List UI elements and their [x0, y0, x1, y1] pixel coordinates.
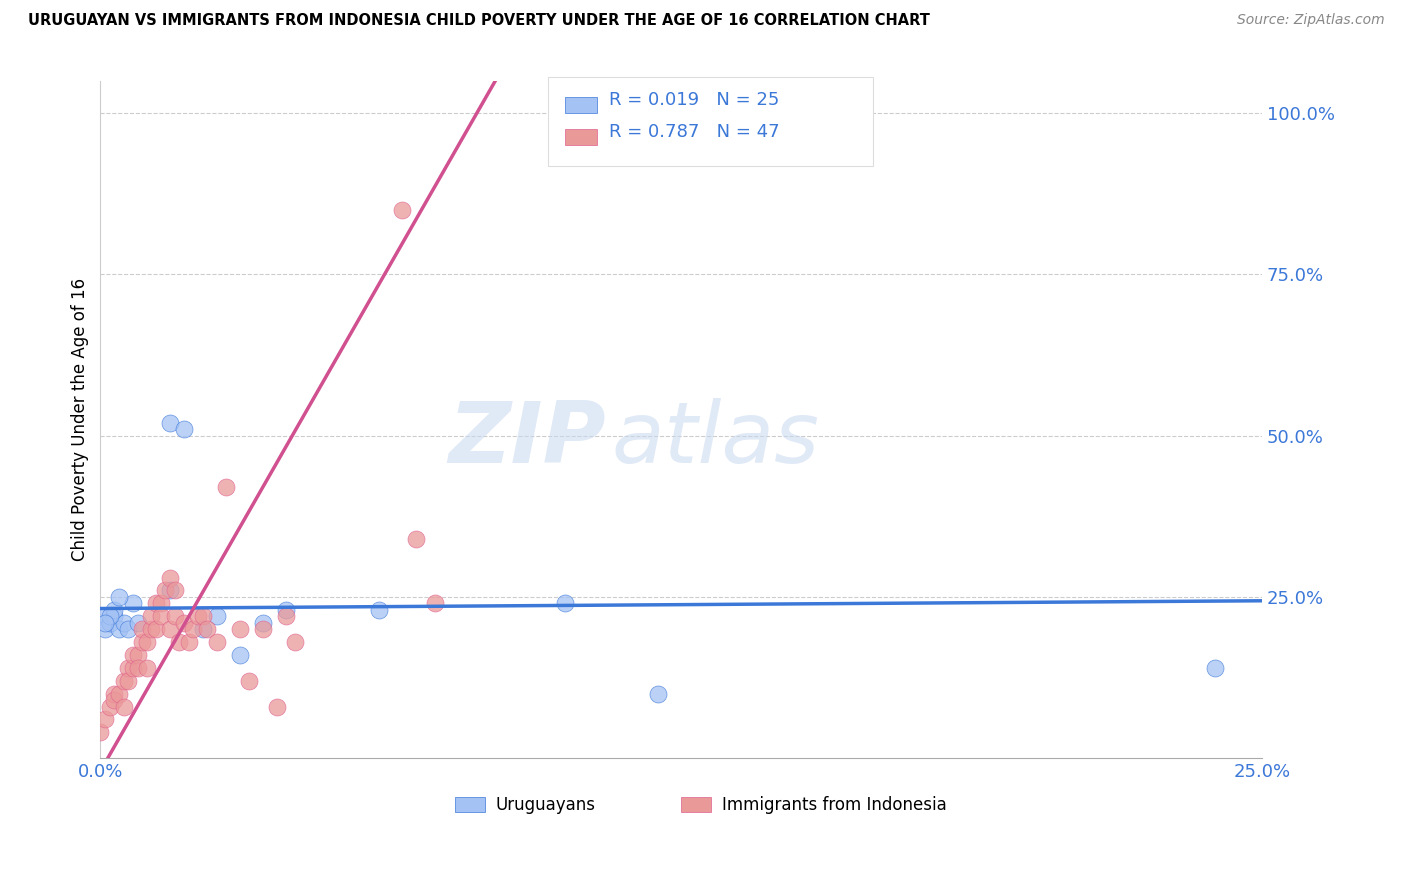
Point — [117, 622, 139, 636]
FancyBboxPatch shape — [547, 78, 873, 166]
Point — [122, 661, 145, 675]
Point — [284, 635, 307, 649]
Point — [159, 570, 181, 584]
Text: URUGUAYAN VS IMMIGRANTS FROM INDONESIA CHILD POVERTY UNDER THE AGE OF 16 CORRELA: URUGUAYAN VS IMMIGRANTS FROM INDONESIA C… — [28, 13, 929, 29]
Point — [405, 532, 427, 546]
Point — [229, 648, 252, 662]
Point — [98, 699, 121, 714]
Point — [149, 596, 172, 610]
Point — [252, 615, 274, 630]
Point — [127, 661, 149, 675]
Text: atlas: atlas — [612, 399, 820, 482]
Point — [103, 693, 125, 707]
Text: ZIP: ZIP — [449, 399, 606, 482]
Point — [554, 596, 576, 610]
Point — [145, 596, 167, 610]
Point — [94, 713, 117, 727]
Point — [117, 673, 139, 688]
Text: Source: ZipAtlas.com: Source: ZipAtlas.com — [1237, 13, 1385, 28]
Text: R = 0.019   N = 25: R = 0.019 N = 25 — [609, 91, 779, 109]
Point — [103, 603, 125, 617]
Point — [276, 603, 298, 617]
Point — [177, 635, 200, 649]
Point — [94, 615, 117, 630]
Point — [159, 622, 181, 636]
Point — [163, 609, 186, 624]
Point — [1204, 661, 1226, 675]
Point — [89, 609, 111, 624]
Point — [149, 609, 172, 624]
Point — [169, 635, 191, 649]
Point — [368, 603, 391, 617]
Point — [122, 596, 145, 610]
Point — [127, 648, 149, 662]
Point — [159, 416, 181, 430]
Point — [276, 609, 298, 624]
Point — [122, 648, 145, 662]
Point — [205, 635, 228, 649]
Point — [191, 609, 214, 624]
Point — [103, 609, 125, 624]
Point — [187, 609, 209, 624]
Point — [112, 673, 135, 688]
Point — [89, 725, 111, 739]
Point — [108, 687, 131, 701]
Point — [131, 635, 153, 649]
Point — [108, 622, 131, 636]
Point — [94, 622, 117, 636]
Point — [173, 422, 195, 436]
Point — [141, 609, 163, 624]
FancyBboxPatch shape — [565, 129, 598, 145]
Point — [191, 622, 214, 636]
Point — [131, 622, 153, 636]
Point — [238, 673, 260, 688]
Point — [229, 622, 252, 636]
FancyBboxPatch shape — [454, 797, 485, 813]
Point — [163, 583, 186, 598]
Text: Immigrants from Indonesia: Immigrants from Indonesia — [721, 796, 946, 814]
Point — [423, 596, 446, 610]
Point — [205, 609, 228, 624]
FancyBboxPatch shape — [681, 797, 711, 813]
Text: Uruguayans: Uruguayans — [495, 796, 595, 814]
Point — [127, 615, 149, 630]
Point — [145, 622, 167, 636]
Point — [103, 687, 125, 701]
Point — [391, 202, 413, 217]
Point — [108, 590, 131, 604]
Y-axis label: Child Poverty Under the Age of 16: Child Poverty Under the Age of 16 — [72, 278, 89, 561]
FancyBboxPatch shape — [565, 97, 598, 113]
Point — [135, 635, 157, 649]
Point — [195, 622, 218, 636]
Point — [117, 661, 139, 675]
Point — [159, 583, 181, 598]
Point — [647, 687, 669, 701]
Point — [155, 583, 177, 598]
Point — [112, 699, 135, 714]
Point — [135, 661, 157, 675]
Point — [173, 615, 195, 630]
Point — [215, 480, 238, 494]
Point — [141, 622, 163, 636]
Point — [112, 615, 135, 630]
Point — [266, 699, 288, 714]
Text: R = 0.787   N = 47: R = 0.787 N = 47 — [609, 123, 780, 141]
Point — [252, 622, 274, 636]
Point — [98, 615, 121, 630]
Point — [98, 609, 121, 624]
Point — [181, 622, 204, 636]
